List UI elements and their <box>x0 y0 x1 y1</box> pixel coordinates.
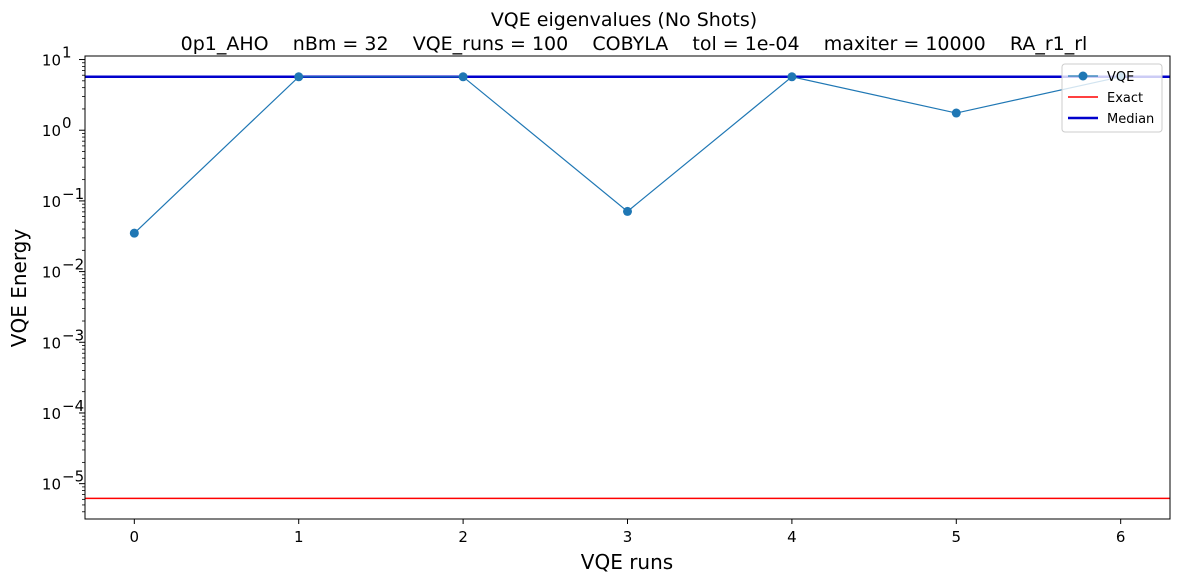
legend: VQE Exact Median <box>1061 63 1163 133</box>
x-tick-label: 5 <box>952 528 962 546</box>
y-tick-label: 10 <box>42 122 61 140</box>
x-tick-label: 6 <box>1116 528 1126 546</box>
y-tick-label: 10 <box>42 334 61 352</box>
data-point <box>294 72 304 82</box>
y-tick-exponent: 0 <box>62 114 72 132</box>
legend-exact-label: Exact <box>1107 91 1143 106</box>
x-axis-label: VQE runs <box>581 550 673 574</box>
y-tick-exponent: −1 <box>62 185 84 203</box>
y-tick-exponent: −5 <box>62 468 84 486</box>
legend-box <box>1061 63 1163 133</box>
y-tick-label: 10 <box>42 476 61 494</box>
y-tick-label: 10 <box>42 52 61 70</box>
x-tick-label: 0 <box>130 528 140 546</box>
y-tick-label: 10 <box>42 264 61 282</box>
chart-subtitle: 0p1_AHO nBm = 32 VQE_runs = 100 COBYLA t… <box>181 33 1088 55</box>
x-tick-label: 3 <box>623 528 633 546</box>
legend-vqe-label: VQE <box>1107 70 1134 85</box>
y-tick-label: 10 <box>42 405 61 423</box>
x-tick-label: 4 <box>787 528 797 546</box>
data-point <box>458 72 468 82</box>
y-tick-exponent: −4 <box>62 397 84 415</box>
data-point <box>951 108 961 118</box>
y-axis-label: VQE Energy <box>7 229 31 348</box>
x-tick-label: 1 <box>294 528 304 546</box>
chart-title: VQE eigenvalues (No Shots) <box>491 9 757 31</box>
data-point <box>787 72 797 82</box>
legend-vqe-swatch-marker <box>1078 71 1088 81</box>
x-tick-label: 2 <box>458 528 468 546</box>
y-tick-exponent: −2 <box>62 256 84 274</box>
y-tick-label: 10 <box>42 193 61 211</box>
x-axis: 0 1 2 3 4 5 6 <box>130 519 1126 546</box>
data-point <box>129 228 139 238</box>
y-tick-exponent: 1 <box>62 44 72 62</box>
data-point <box>623 206 632 216</box>
legend-median-label: Median <box>1107 112 1154 127</box>
y-tick-exponent: −3 <box>62 326 84 344</box>
